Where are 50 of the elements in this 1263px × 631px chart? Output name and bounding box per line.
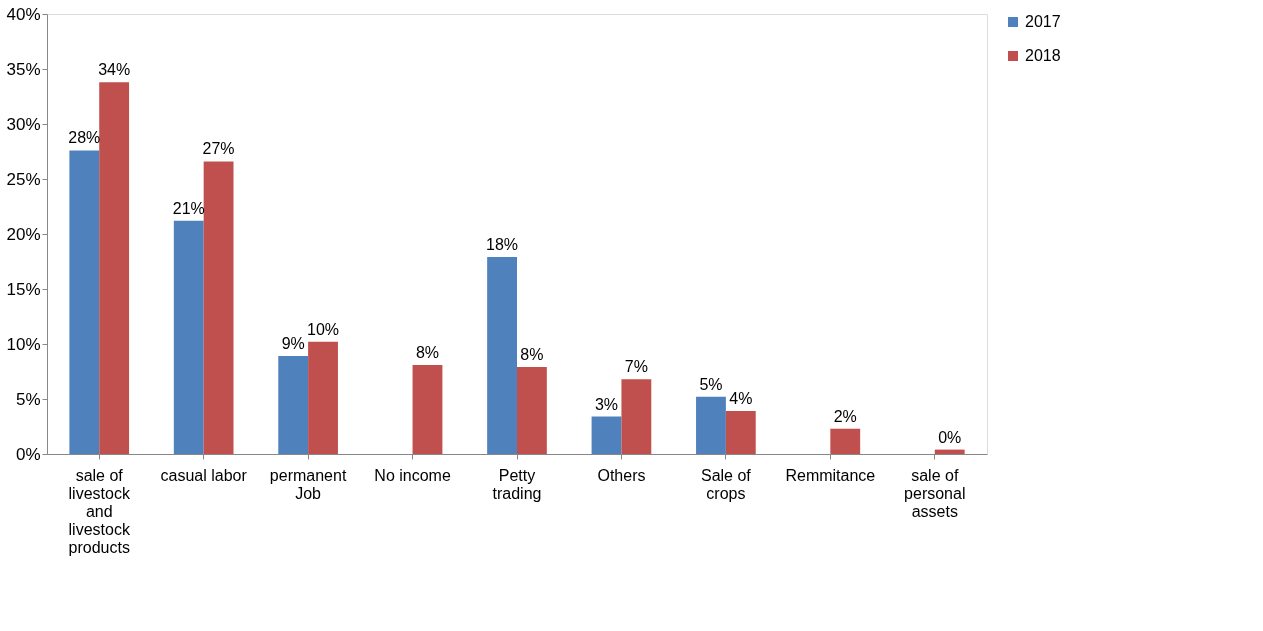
x-tick-label: Others [597, 466, 646, 484]
x-tick-label: permanent Job [269, 466, 347, 502]
y-tick-label: 15% [6, 279, 41, 299]
data-label: 27% [202, 140, 235, 158]
bar [99, 82, 130, 454]
data-label: 21% [172, 199, 205, 217]
bar [725, 411, 756, 454]
data-label: 10% [307, 320, 340, 338]
data-label: 7% [624, 358, 648, 376]
y-tick-label: 35% [6, 59, 41, 79]
legend-label: 2018 [1025, 47, 1061, 64]
bar [696, 396, 726, 454]
bar [487, 257, 517, 454]
y-tick-label: 25% [6, 169, 41, 189]
x-tick-label: sale of personal assets [904, 466, 966, 520]
x-tick-label: Remmitance [785, 466, 876, 484]
y-tick-label: 5% [15, 389, 41, 409]
data-label: 0% [938, 428, 962, 446]
x-tick-label: Sale of crops [700, 466, 752, 502]
bar [412, 364, 443, 454]
bar [830, 428, 861, 454]
data-label: 18% [486, 236, 519, 254]
data-label: 9% [281, 335, 305, 353]
data-label: 8% [415, 343, 440, 361]
y-tick-label: 20% [6, 224, 41, 244]
data-label: 8% [520, 346, 544, 364]
data-label: 3% [594, 395, 619, 413]
y-tick-label: 30% [6, 114, 41, 134]
legend-label: 2017 [1025, 13, 1061, 30]
bar [308, 341, 338, 454]
y-tick-label: 40% [6, 4, 41, 24]
x-tick-label: Petty trading [492, 466, 542, 502]
bar [517, 367, 547, 454]
x-tick-label: sale of livestock and livestock products [68, 466, 131, 556]
bar [173, 220, 204, 454]
x-tick-label: No income [374, 466, 451, 484]
x-tick-label: casual labor [160, 466, 248, 484]
data-label: 28% [68, 129, 101, 147]
y-tick-label: 0% [15, 444, 41, 464]
bar [69, 150, 100, 454]
data-label: 2% [833, 407, 857, 425]
data-label: 4% [729, 390, 753, 408]
y-tick-label: 10% [6, 334, 41, 354]
bar [934, 449, 965, 454]
bar [591, 416, 622, 454]
bar [203, 161, 234, 454]
data-label: 34% [98, 61, 131, 79]
data-label: 5% [699, 375, 723, 393]
bar [621, 379, 652, 454]
bar [278, 356, 309, 454]
